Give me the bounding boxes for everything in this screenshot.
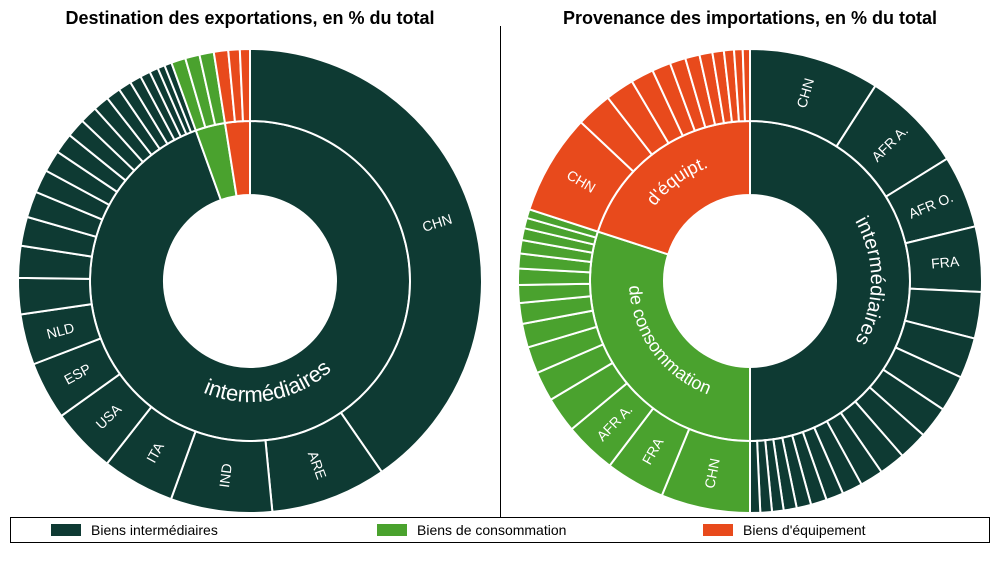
left-sunburst: CHNAREINDITAUSAESPNLDintermédiaires <box>10 33 490 513</box>
legend-label-intermediates: Biens intermédiaires <box>91 522 218 538</box>
svg-text:FRA: FRA <box>930 253 960 272</box>
left-panel: Destination des exportations, en % du to… <box>0 0 500 520</box>
legend-label-consumption: Biens de consommation <box>417 522 566 538</box>
legend-item-equipment: Biens d'équipement <box>663 522 989 538</box>
legend-item-intermediates: Biens intermédiaires <box>11 522 337 538</box>
right-title: Provenance des importations, en % du tot… <box>500 8 1000 29</box>
chart-container: Destination des exportations, en % du to… <box>0 0 1000 561</box>
legend: Biens intermédiaires Biens de consommati… <box>10 517 990 543</box>
legend-label-equipment: Biens d'équipement <box>743 522 866 538</box>
right-panel: Provenance des importations, en % du tot… <box>500 0 1000 520</box>
right-sunburst: CHNAFR A.AFR O.FRACHNFRAAFR A.CHNintermé… <box>510 33 990 513</box>
panel-divider <box>500 26 501 520</box>
svg-text:IND: IND <box>216 462 235 488</box>
legend-swatch-equipment <box>703 524 733 536</box>
legend-swatch-intermediates <box>51 524 81 536</box>
legend-item-consumption: Biens de consommation <box>337 522 663 538</box>
left-title: Destination des exportations, en % du to… <box>0 8 500 29</box>
legend-swatch-consumption <box>377 524 407 536</box>
